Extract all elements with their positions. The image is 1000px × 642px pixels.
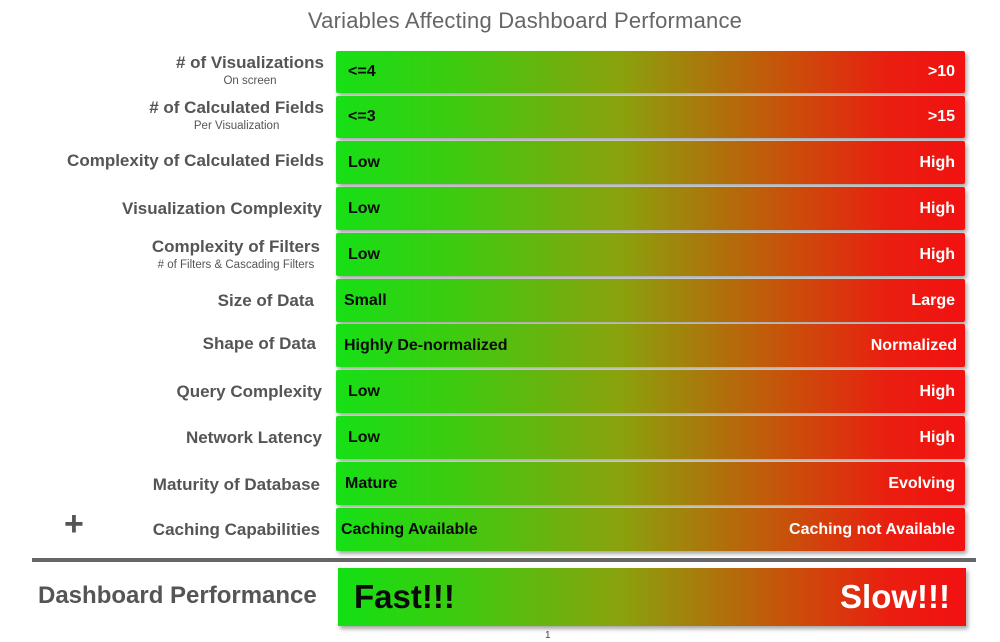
row-label: Complexity of Filters # of Filters & Cas…: [152, 237, 320, 271]
row-label: # of Visualizations On screen: [176, 53, 324, 87]
row-label: Shape of Data: [203, 334, 316, 354]
high-value: >15: [927, 108, 955, 125]
high-value: High: [919, 382, 955, 400]
gradient-bar: Highly De-normalized Normalized: [336, 324, 965, 367]
row-label-text: Maturity of Database: [152, 475, 320, 494]
variable-row: Visualization Complexity Low High: [0, 187, 1000, 230]
row-label-text: Query Complexity: [176, 382, 323, 401]
result-label: Dashboard Performance: [38, 582, 317, 609]
row-label-text: # of Visualizations: [175, 53, 324, 72]
low-value: Caching Available: [341, 520, 478, 538]
row-label-text: Shape of Data: [202, 334, 316, 353]
row-label: Network Latency: [186, 428, 322, 448]
low-value: Low: [348, 199, 380, 217]
variable-row: Caching Capabilities Caching Available C…: [0, 508, 1000, 551]
low-value: <=3: [348, 108, 376, 125]
variable-row: # of Visualizations On screen <=4 >10: [0, 51, 1000, 93]
result-high-value: Slow!!!: [840, 578, 950, 615]
variable-row: Maturity of Database Mature Evolving: [0, 462, 1000, 505]
low-value: Low: [348, 245, 380, 263]
row-label: # of Calculated Fields Per Visualization: [149, 98, 324, 132]
low-value: Low: [348, 382, 380, 400]
gradient-bar: <=4 >10: [336, 51, 965, 93]
page-title: Variables Affecting Dashboard Performanc…: [307, 8, 743, 33]
plus-icon: +: [64, 505, 84, 543]
high-value: >10: [927, 63, 955, 80]
row-label: Complexity of Calculated Fields: [67, 151, 324, 171]
high-value: Normalized: [870, 336, 957, 354]
high-value: High: [919, 199, 955, 217]
high-value: Evolving: [888, 474, 955, 492]
row-sublabel: On screen: [223, 75, 277, 87]
variable-row: Complexity of Calculated Fields Low High: [0, 141, 1000, 184]
row-label-text: Complexity of Filters: [151, 237, 320, 256]
row-label-text: Size of Data: [217, 291, 314, 310]
low-value: <=4: [348, 63, 376, 80]
high-value: Large: [911, 291, 955, 309]
high-value: Caching not Available: [789, 520, 955, 538]
variable-row: Complexity of Filters # of Filters & Cas…: [0, 233, 1000, 276]
row-label: Caching Capabilities: [153, 520, 320, 540]
variable-row: Query Complexity Low High: [0, 370, 1000, 413]
row-label-text: # of Calculated Fields: [149, 98, 324, 117]
gradient-bar: Low High: [336, 233, 965, 276]
low-value: Small: [344, 291, 387, 309]
gradient-bar: Low High: [336, 370, 965, 413]
gradient-bar: Small Large: [336, 279, 965, 322]
low-value: Low: [348, 428, 380, 446]
variable-row: # of Calculated Fields Per Visualization…: [0, 96, 1000, 138]
result-gradient-bar: Fast!!! Slow!!!: [338, 568, 966, 626]
row-label: Size of Data: [218, 291, 314, 311]
row-label: Query Complexity: [177, 382, 323, 402]
gradient-bar: Mature Evolving: [336, 462, 965, 505]
row-sublabel: # of Filters & Cascading Filters: [157, 259, 315, 271]
gradient-bar: Low High: [336, 141, 965, 184]
gradient-bar: Low High: [336, 187, 965, 230]
gradient-bar: Low High: [336, 416, 965, 459]
gradient-bar: Caching Available Caching not Available: [336, 508, 965, 551]
page-number: 1: [545, 630, 551, 641]
variable-row: Network Latency Low High: [0, 416, 1000, 459]
high-value: High: [919, 153, 955, 171]
row-label-text: Network Latency: [185, 428, 322, 447]
variable-row: Shape of Data Highly De-normalized Norma…: [0, 324, 1000, 367]
row-sublabel: Per Visualization: [193, 120, 280, 132]
high-value: High: [919, 428, 955, 446]
divider-line: [32, 558, 976, 562]
row-label-text: Complexity of Calculated Fields: [67, 151, 324, 170]
low-value: Highly De-normalized: [344, 336, 508, 354]
high-value: High: [919, 245, 955, 263]
variable-row: Size of Data Small Large: [0, 279, 1000, 322]
gradient-bar: <=3 >15: [336, 96, 965, 138]
low-value: Low: [348, 153, 380, 171]
low-value: Mature: [345, 474, 398, 492]
row-label: Maturity of Database: [153, 475, 320, 495]
row-label: Visualization Complexity: [122, 199, 322, 219]
row-label-text: Caching Capabilities: [152, 520, 320, 539]
result-low-value: Fast!!!: [354, 578, 455, 615]
row-label-text: Visualization Complexity: [122, 199, 322, 218]
